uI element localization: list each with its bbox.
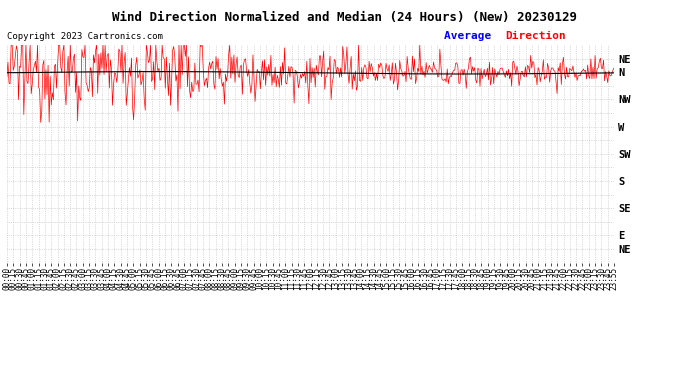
Text: Wind Direction Normalized and Median (24 Hours) (New) 20230129: Wind Direction Normalized and Median (24… — [112, 11, 578, 24]
Text: Copyright 2023 Cartronics.com: Copyright 2023 Cartronics.com — [7, 32, 163, 40]
Text: Direction: Direction — [505, 31, 566, 40]
Text: Average: Average — [444, 31, 498, 40]
